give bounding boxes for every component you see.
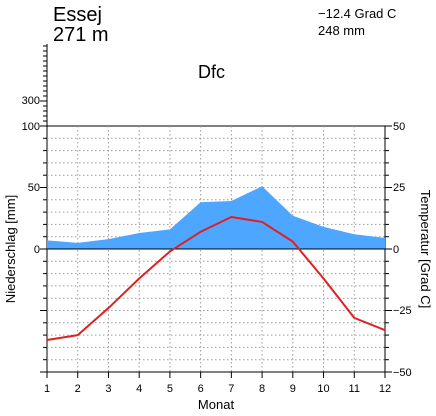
tick-label-right-0: 0: [393, 244, 399, 256]
precipitation-layer: [47, 186, 385, 249]
tick-label-left-0: 0: [34, 244, 40, 256]
x-tick-label: 5: [167, 383, 173, 395]
x-tick-label: 7: [228, 383, 234, 395]
tick-label-left-50: 50: [28, 182, 40, 194]
x-tick-labels: 1 2 3 4 5 6 7 8 9 10 11 12: [44, 383, 391, 395]
frame-ticks: [40, 125, 392, 378]
x-tick-label: 12: [379, 383, 391, 395]
temperature-point: [169, 250, 171, 253]
x-tick-label: 9: [290, 383, 296, 395]
tick-label-right-minus25: −25: [393, 305, 412, 317]
station-elevation: 271 m: [53, 24, 109, 46]
x-tick-label: 6: [198, 383, 204, 395]
temperature-point: [230, 216, 233, 218]
climate-class: Dfc: [198, 62, 225, 82]
temperature-point: [138, 277, 141, 280]
tick-label-left-300: 300: [22, 95, 40, 107]
tick-label-left-100: 100: [22, 121, 40, 133]
x-tick-label: 10: [317, 383, 329, 395]
x-tick-label: 1: [44, 383, 50, 395]
left-axis-title: Niederschlag [mm]: [3, 195, 18, 303]
temperature-point: [107, 307, 110, 309]
temperature-layer: [46, 216, 386, 342]
station-name: Essej: [53, 4, 102, 26]
x-tick-label: 2: [75, 383, 81, 395]
temperature-point: [322, 277, 325, 280]
x-tick-label: 4: [136, 383, 142, 395]
temperature-point: [291, 240, 294, 243]
right-axis-title: Temperatur [Grad C]: [418, 190, 433, 309]
upper-axis-ticks: [40, 45, 47, 127]
precipitation-area: [47, 186, 385, 249]
temperature-line: [46, 216, 386, 342]
temperature-point: [76, 334, 79, 336]
x-tick-label: 11: [349, 383, 360, 395]
x-axis-title: Monat: [198, 397, 235, 412]
temperature-point: [353, 316, 356, 319]
temperature-point: [261, 221, 263, 223]
mean-temperature: −12.4 Grad C: [318, 6, 396, 21]
x-tick-label: 3: [105, 383, 111, 395]
tick-label-right-minus50: −50: [393, 367, 412, 379]
tick-label-right-50: 50: [393, 121, 405, 133]
temperature-point: [384, 329, 386, 332]
annual-precipitation: 248 mm: [318, 23, 365, 38]
temperature-point: [46, 339, 48, 341]
x-tick-label: 8: [259, 383, 265, 395]
temperature-point: [199, 230, 202, 233]
tick-label-right-25: 25: [393, 182, 405, 194]
